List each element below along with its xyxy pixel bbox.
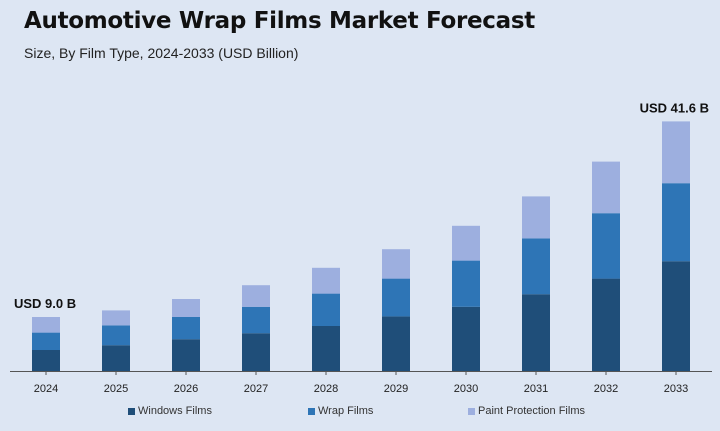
legend-label: Windows Films	[138, 405, 212, 417]
legend-swatch	[308, 407, 315, 415]
legend-label: Paint Protection Films	[478, 405, 585, 417]
bar-windows-films-2026	[172, 339, 200, 371]
x-tick-label: 2025	[104, 383, 128, 395]
bar-wrap-films-2024	[32, 332, 60, 350]
bar-windows-films-2024	[32, 350, 60, 371]
x-tick-label: 2029	[384, 383, 408, 395]
bar-windows-films-2030	[452, 306, 480, 371]
x-tick-label: 2027	[244, 383, 268, 395]
x-tick-label: 2026	[174, 383, 198, 395]
legend-item-paint-protection-films: Paint Protection Films	[468, 405, 585, 417]
bar-paint-protection-films-2032	[592, 161, 620, 214]
legend-item-windows-films: Windows Films	[128, 405, 212, 417]
chart-title: Automotive Wrap Films Market Forecast	[24, 8, 535, 34]
bar-paint-protection-films-2031	[522, 196, 550, 239]
legend-swatch	[128, 407, 135, 415]
x-tick-label: 2033	[664, 383, 688, 395]
bar-paint-protection-films-2029	[382, 249, 410, 279]
bar-windows-films-2031	[522, 294, 550, 371]
x-tick-label: 2031	[524, 383, 548, 395]
bar-wrap-films-2027	[242, 306, 270, 334]
bar-wrap-films-2028	[312, 293, 340, 326]
legend-label: Wrap Films	[318, 405, 374, 417]
chart-legend: Windows Films Wrap Films Paint Protection …	[0, 405, 720, 423]
bar-paint-protection-films-2025	[102, 310, 130, 326]
bar-wrap-films-2026	[172, 317, 200, 340]
total-annotation-2024: USD 9.0 B	[14, 296, 76, 311]
chart-subtitle: Size, By Film Type, 2024-2033 (USD Billi…	[24, 45, 299, 61]
bar-paint-protection-films-2033	[662, 121, 690, 184]
legend-swatch	[468, 407, 475, 415]
bar-wrap-films-2032	[592, 213, 620, 279]
legend-item-wrap-films: Wrap Films	[308, 405, 373, 417]
bar-wrap-films-2029	[382, 278, 410, 317]
bar-paint-protection-films-2030	[452, 225, 480, 261]
bar-wrap-films-2025	[102, 325, 130, 346]
x-tick-label: 2024	[34, 383, 58, 395]
bar-paint-protection-films-2028	[312, 267, 340, 294]
bar-windows-films-2028	[312, 326, 340, 371]
bar-windows-films-2025	[102, 345, 130, 371]
bar-paint-protection-films-2027	[242, 285, 270, 307]
bar-wrap-films-2031	[522, 238, 550, 295]
x-tick-label: 2032	[594, 383, 618, 395]
x-tick-label: 2028	[314, 383, 338, 395]
bar-windows-films-2029	[382, 316, 410, 371]
bar-paint-protection-films-2024	[32, 317, 60, 333]
bar-windows-films-2033	[662, 261, 690, 371]
x-tick-label: 2030	[454, 383, 478, 395]
bar-wrap-films-2033	[662, 183, 690, 262]
bar-windows-films-2032	[592, 278, 620, 371]
bar-windows-films-2027	[242, 333, 270, 371]
bar-paint-protection-films-2026	[172, 299, 200, 317]
bar-wrap-films-2030	[452, 260, 480, 307]
total-annotation-2033: USD 41.6 B	[640, 100, 709, 115]
